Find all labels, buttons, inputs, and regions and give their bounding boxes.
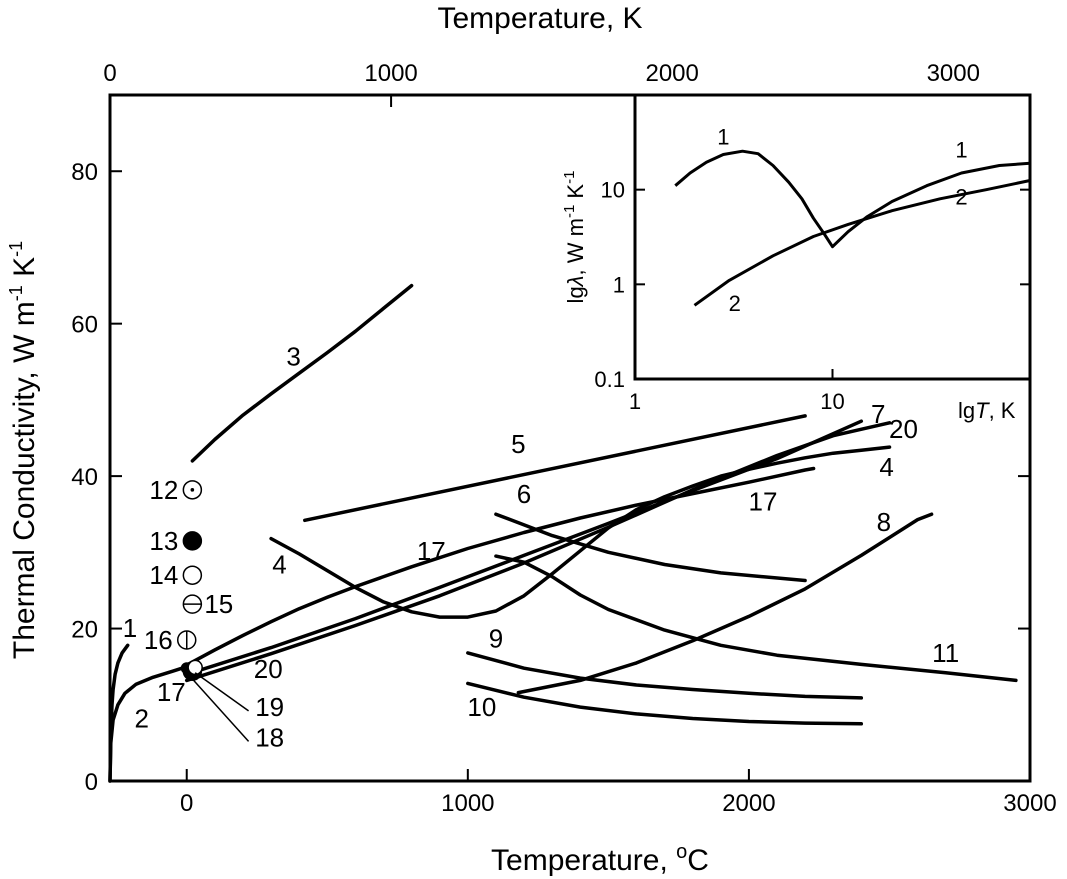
bottom-axis-title: Temperature, oC	[491, 841, 709, 877]
x2-tick-label: 0	[103, 60, 116, 87]
inset-curve-label-2: 2	[955, 184, 967, 209]
inset-curve-label-2: 2	[729, 291, 741, 316]
inset-curve-labels: 1 1 2 2	[717, 124, 967, 316]
inset-y-axis-exp1: -1	[561, 205, 578, 218]
curve-label-2: 2	[135, 704, 149, 734]
annotation-label-17: 17	[157, 677, 186, 707]
inset-y-tick-label: 1	[613, 272, 625, 297]
curve-label-17: 17	[417, 536, 446, 566]
curve-label-4: 4	[272, 550, 286, 580]
point-marker-12-dot	[190, 488, 195, 492]
curve-11	[494, 554, 1018, 683]
point-label-12: 12	[149, 475, 178, 505]
inset-x-tick-label: 10	[820, 389, 844, 414]
curve-8	[516, 512, 934, 695]
curve-label-8: 8	[877, 507, 891, 537]
leader-line-18	[190, 676, 250, 742]
y-tick-label: 60	[71, 312, 98, 339]
inset-y-axis-title: lgλ, W m-1 K-1	[561, 171, 588, 304]
top-axis-title: Temperature, K	[437, 2, 642, 35]
main-series-group	[108, 283, 1018, 783]
inset-curve-1	[674, 149, 1031, 249]
bottom-axis-degree: o	[676, 841, 687, 863]
curve-5	[303, 414, 807, 523]
inset-x-axis-unit: , K	[989, 398, 1016, 423]
x-tick-label: 2000	[722, 790, 775, 817]
inset-x-axis-var: T	[975, 398, 990, 423]
y-axis-title: Thermal Conductivity, W m-1 K-1	[6, 241, 41, 659]
point-marker-13	[182, 531, 203, 551]
main-plot-frame	[108, 93, 1032, 783]
curve-label-17b: 17	[749, 486, 778, 516]
inset-curve-2	[693, 179, 1031, 307]
x2-tick-label: 1000	[364, 60, 417, 87]
curve-20	[184, 421, 892, 683]
y-tick-label: 80	[71, 159, 98, 186]
curve-10	[466, 681, 864, 726]
inset-y-axis-exp2: -1	[561, 171, 578, 184]
curve-9	[466, 651, 864, 700]
curve-7	[184, 419, 864, 677]
x2-tick-label: 2000	[645, 60, 698, 87]
y-tick-label: 0	[85, 769, 98, 796]
curve-label-11: 11	[932, 638, 959, 668]
x2-tick-label: 3000	[927, 60, 980, 87]
x-tick-label: 0	[180, 790, 193, 817]
inset-frame	[633, 93, 1032, 381]
inset-x-axis-prefix: lg	[958, 398, 975, 423]
inset-y-axis-k: K	[563, 184, 588, 205]
point-label-16: 16	[144, 625, 173, 655]
inset-y-axis-prefix: lg	[563, 286, 588, 303]
point-marker-19	[187, 659, 203, 676]
point-label-14: 14	[149, 560, 178, 590]
inset-x-tick-label: 1	[629, 389, 641, 414]
annotation-label-18: 18	[255, 723, 284, 753]
curve-4	[269, 445, 892, 619]
inset-y-axis-unit: , W m	[563, 218, 588, 275]
inset-x-axis-title: lgT, K	[958, 398, 1016, 423]
y-axis-exp1: -1	[6, 285, 26, 301]
bottom-axis-title-text: Temperature,	[491, 844, 676, 877]
curve-6	[494, 512, 807, 583]
annotation-label-19: 19	[255, 692, 284, 722]
main-point-markers	[176, 480, 250, 742]
curve-label-7: 7	[871, 399, 885, 429]
curve-label-3: 3	[286, 342, 300, 372]
curve-1	[108, 643, 130, 783]
curve-label-1: 1	[123, 613, 137, 643]
inset-y-tick-label: 10	[601, 178, 625, 203]
curve-label-20: 20	[889, 414, 918, 444]
annotation-label-20: 20	[254, 654, 283, 684]
inset-curve-label-1: 1	[955, 137, 967, 162]
inset-curve-label-1: 1	[717, 124, 729, 149]
x-tick-label: 3000	[1003, 790, 1056, 817]
inset-y-tick-label: 0.1	[594, 367, 625, 392]
curve-label-4b: 4	[879, 452, 893, 482]
y-axis-unit-k: K	[8, 257, 41, 285]
curve-17	[184, 466, 816, 667]
point-label-13: 13	[149, 526, 178, 556]
curve-label-9: 9	[489, 624, 503, 654]
curve-label-6: 6	[517, 479, 531, 509]
y-axis-exp2: -1	[6, 241, 26, 257]
x-tick-label: 1000	[441, 790, 494, 817]
bottom-axis-unit: C	[687, 844, 709, 877]
curve-3	[190, 283, 414, 463]
y-tick-label: 40	[71, 464, 98, 491]
y-axis-title-text: Thermal Conductivity, W m	[8, 301, 41, 659]
inset-y-axis-var: λ	[563, 275, 588, 287]
point-label-15: 15	[204, 589, 233, 619]
curve-2	[108, 664, 189, 783]
inset-series-group	[674, 149, 1031, 307]
leader-line-19	[194, 672, 250, 712]
curve-label-5: 5	[511, 429, 525, 459]
curve-label-10: 10	[467, 692, 496, 722]
y-tick-label: 20	[71, 617, 98, 644]
point-marker-14	[182, 565, 203, 585]
